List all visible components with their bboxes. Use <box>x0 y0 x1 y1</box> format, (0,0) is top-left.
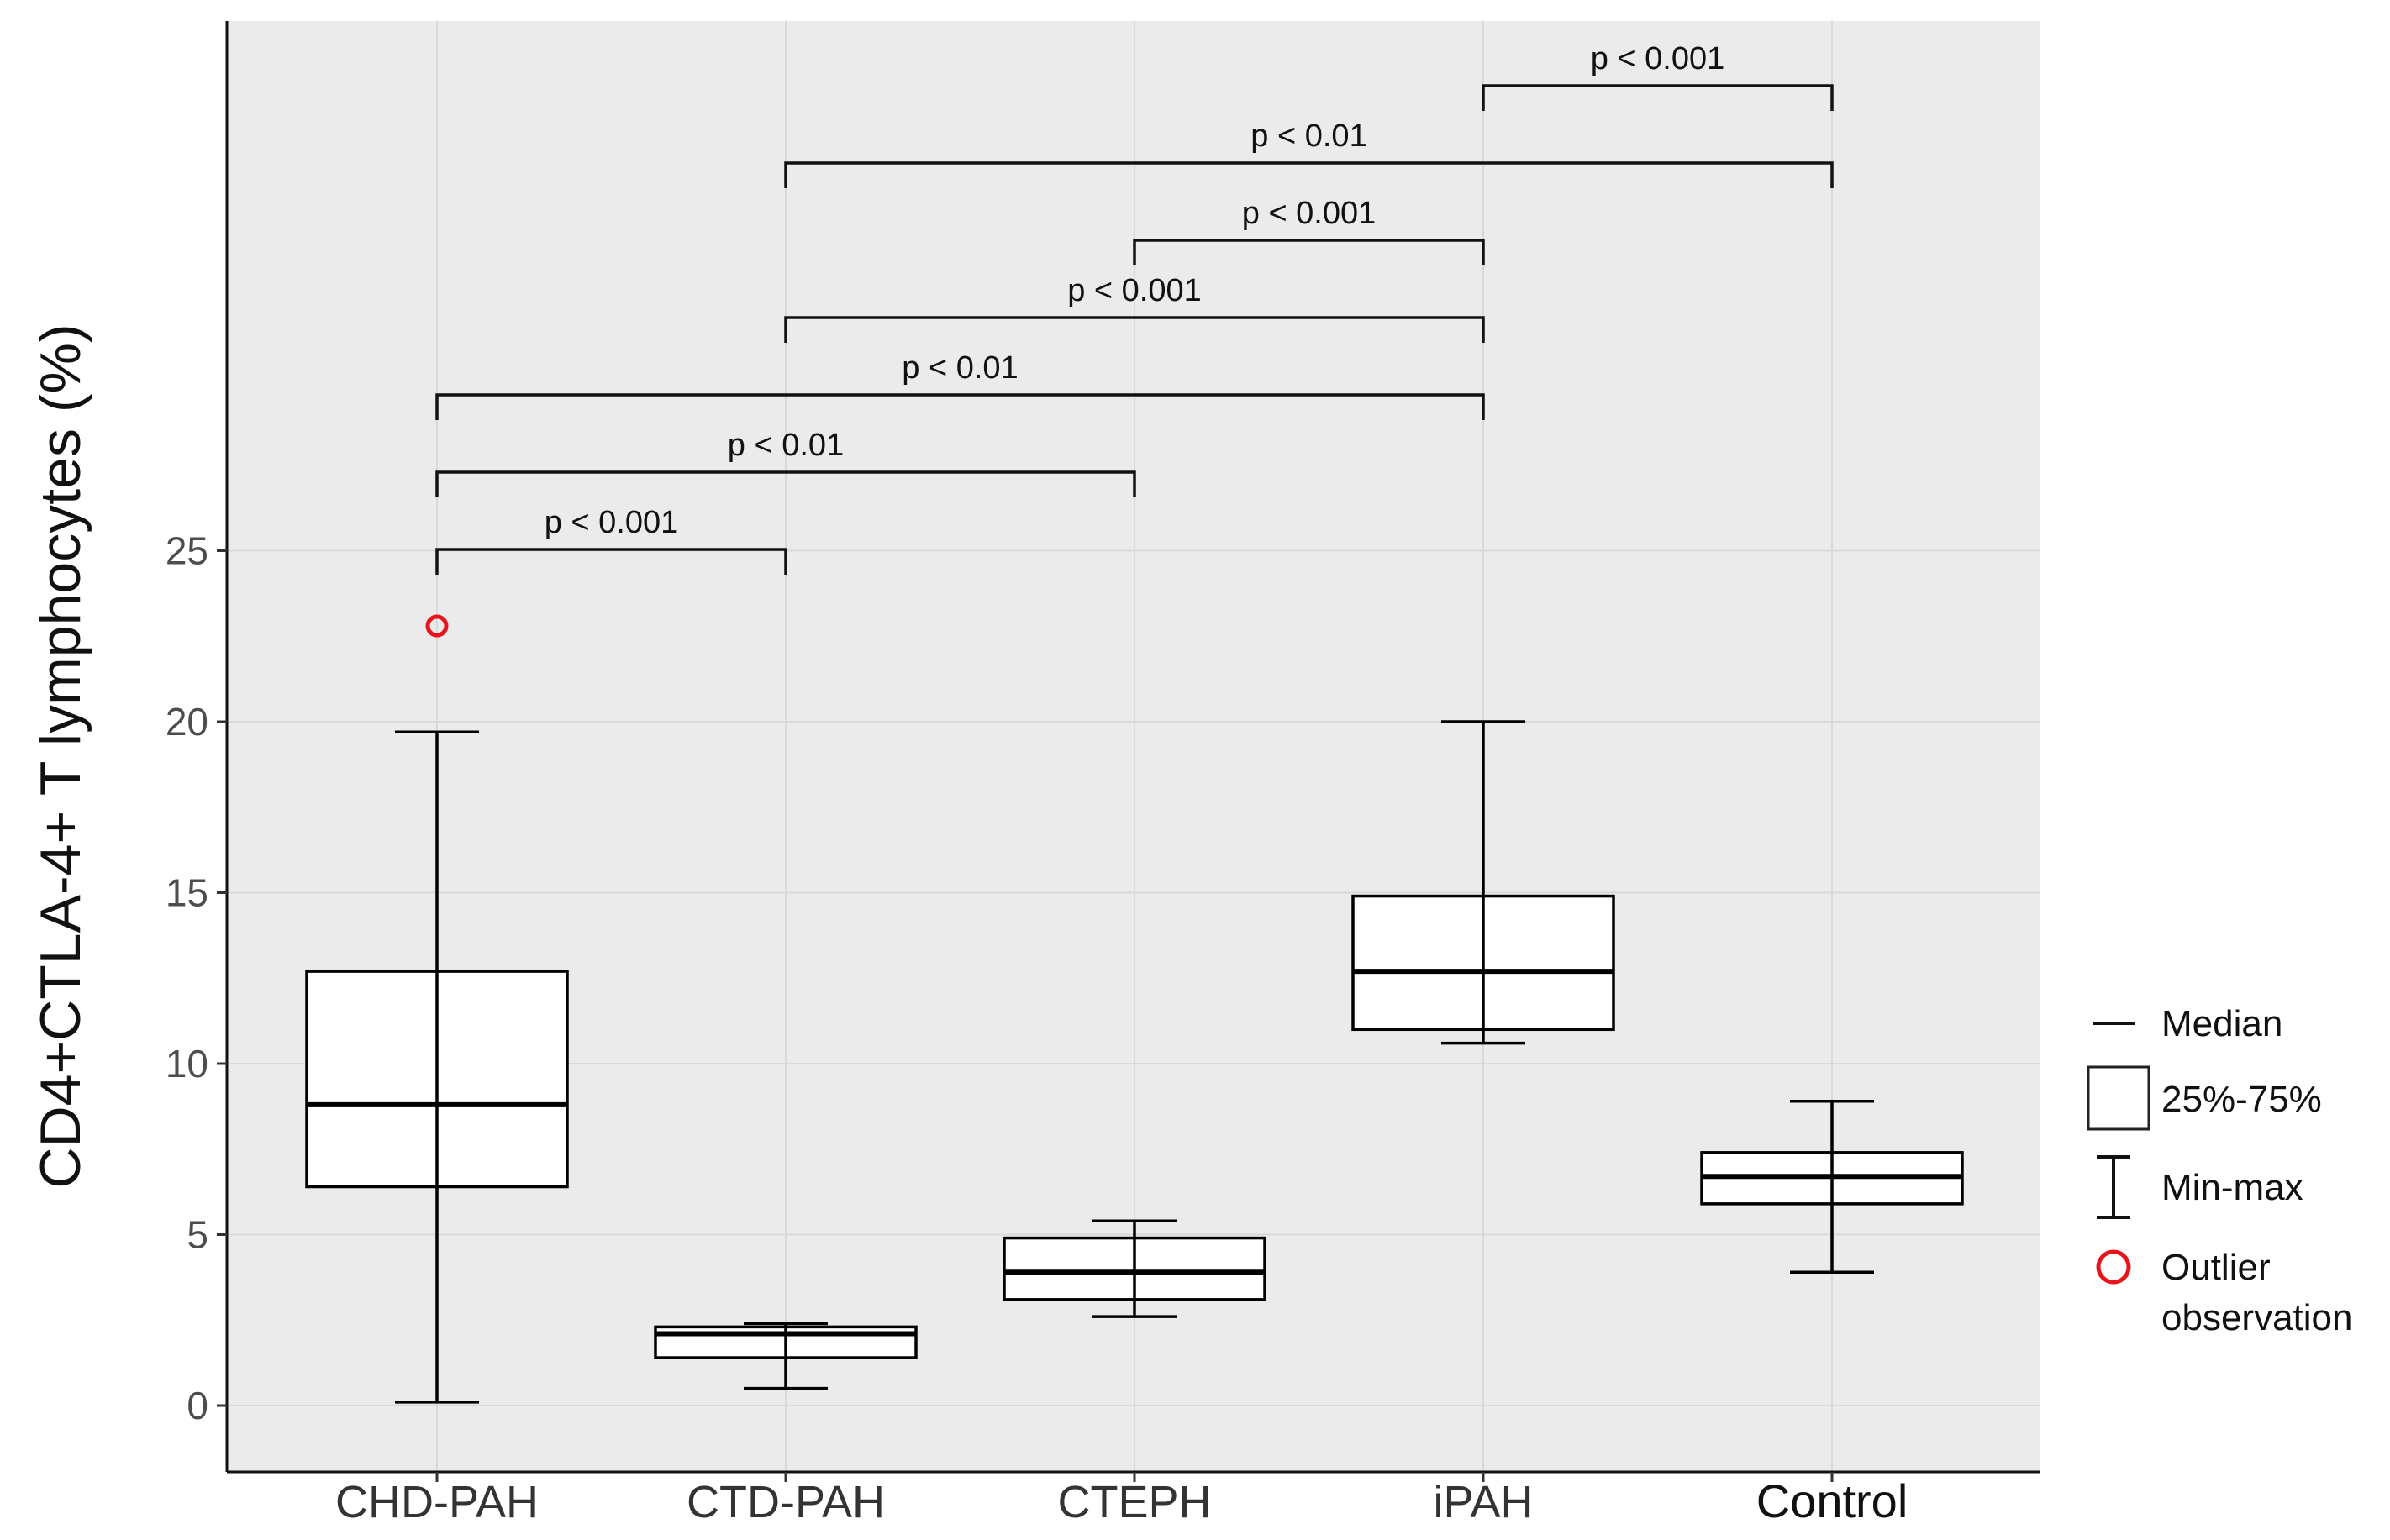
p-value-label: p < 0.001 <box>1591 41 1725 76</box>
x-tick-label: CTD-PAH <box>687 1477 885 1527</box>
legend-label: Median <box>2161 1003 2282 1044</box>
y-tick-label: 10 <box>166 1042 208 1085</box>
significance-bracket: p < 0.01 <box>435 350 1485 420</box>
legend-item: 25%-75% <box>2087 1065 2322 1131</box>
outlier-point <box>425 614 449 638</box>
legend-label: 25%-75% <box>2161 1079 2322 1120</box>
iqr-box <box>1351 894 1615 1032</box>
legend-item: Median <box>2093 1003 2282 1044</box>
bracket-line <box>435 548 787 575</box>
iqr-box <box>305 970 569 1189</box>
x-tick-label: CHD-PAH <box>335 1477 539 1527</box>
y-axis-ticks: 0 5 10 15 20 25 <box>166 529 227 1427</box>
x-tick-label: iPAH <box>1433 1477 1533 1527</box>
bracket-line <box>784 316 1485 343</box>
p-value-label: p < 0.001 <box>1067 273 1202 308</box>
legend-outlier-symbol <box>2096 1249 2131 1285</box>
iqr-box <box>1003 1236 1266 1301</box>
significance-bracket: p < 0.001 <box>784 273 1485 343</box>
x-tick-label: Control <box>1756 1474 1908 1527</box>
significance-bracket: p < 0.01 <box>435 428 1136 497</box>
box-control <box>1700 1100 1964 1275</box>
bracket-line <box>435 393 1485 420</box>
significance-bracket: p < 0.001 <box>435 505 787 575</box>
bracket-line <box>784 161 1834 188</box>
legend-box-symbol <box>2087 1065 2150 1131</box>
y-tick-label: 5 <box>187 1213 208 1257</box>
y-axis-label: CD4+CTLA-4+ T lymphocytes (%) <box>29 323 92 1188</box>
box-series <box>305 614 1964 1404</box>
p-value-label: p < 0.01 <box>902 350 1018 386</box>
legend-whisker-symbol <box>2097 1155 2130 1219</box>
legend-label: Min-max <box>2161 1167 2303 1208</box>
legend: Median 25%-75% Min-max Outlier observation <box>2087 1003 2352 1338</box>
legend-item: Outlier observation <box>2096 1247 2352 1338</box>
iqr-box <box>654 1325 918 1359</box>
bracket-line <box>1482 84 1834 111</box>
x-axis-ticks: CHD-PAH CTD-PAH CTEPH iPAH Control <box>335 1472 1908 1527</box>
box-ctd-pah <box>654 1322 918 1390</box>
bracket-line <box>435 470 1136 497</box>
significance-brackets: p < 0.001 p < 0.01 p < 0.01 p < 0.001 p < 0.… <box>435 41 1834 575</box>
significance-bracket: p < 0.001 <box>1482 41 1834 111</box>
y-tick-label: 20 <box>166 700 208 744</box>
y-tick-label: 0 <box>187 1384 208 1427</box>
legend-label: Outlier <box>2161 1247 2271 1288</box>
legend-label-line2: observation <box>2161 1297 2352 1338</box>
legend-item: Min-max <box>2097 1155 2303 1219</box>
y-tick-label: 15 <box>166 871 208 915</box>
x-tick-label: CTEPH <box>1057 1477 1211 1527</box>
p-value-label: p < 0.01 <box>1250 118 1366 154</box>
p-value-label: p < 0.001 <box>545 505 679 540</box>
p-value-label: p < 0.01 <box>728 428 844 463</box>
y-tick-label: 25 <box>166 529 208 573</box>
box-ipah <box>1351 720 1615 1045</box>
bracket-line <box>1133 239 1485 265</box>
box-cteph <box>1003 1219 1266 1318</box>
p-value-label: p < 0.001 <box>1242 196 1377 231</box>
significance-bracket: p < 0.001 <box>1133 196 1485 265</box>
box-chd-pah <box>305 730 569 1404</box>
significance-bracket: p < 0.01 <box>784 118 1834 188</box>
